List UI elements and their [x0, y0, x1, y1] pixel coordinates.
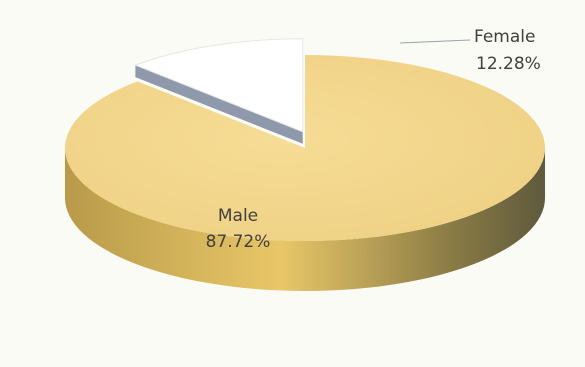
slice-label-female-name: Female: [474, 27, 535, 47]
slice-label-male-value: 87.72%: [206, 232, 271, 252]
slice-label-male-name: Male: [218, 206, 258, 226]
pie-slice-female: [133, 38, 304, 133]
slice-label-female-value: 12.28%: [476, 54, 541, 74]
leader-line-female: [399, 39, 471, 44]
pie-slice-male: [65, 55, 545, 241]
pie-slice-female-side: [135, 65, 303, 144]
pie-slice-male-side: [65, 148, 545, 291]
